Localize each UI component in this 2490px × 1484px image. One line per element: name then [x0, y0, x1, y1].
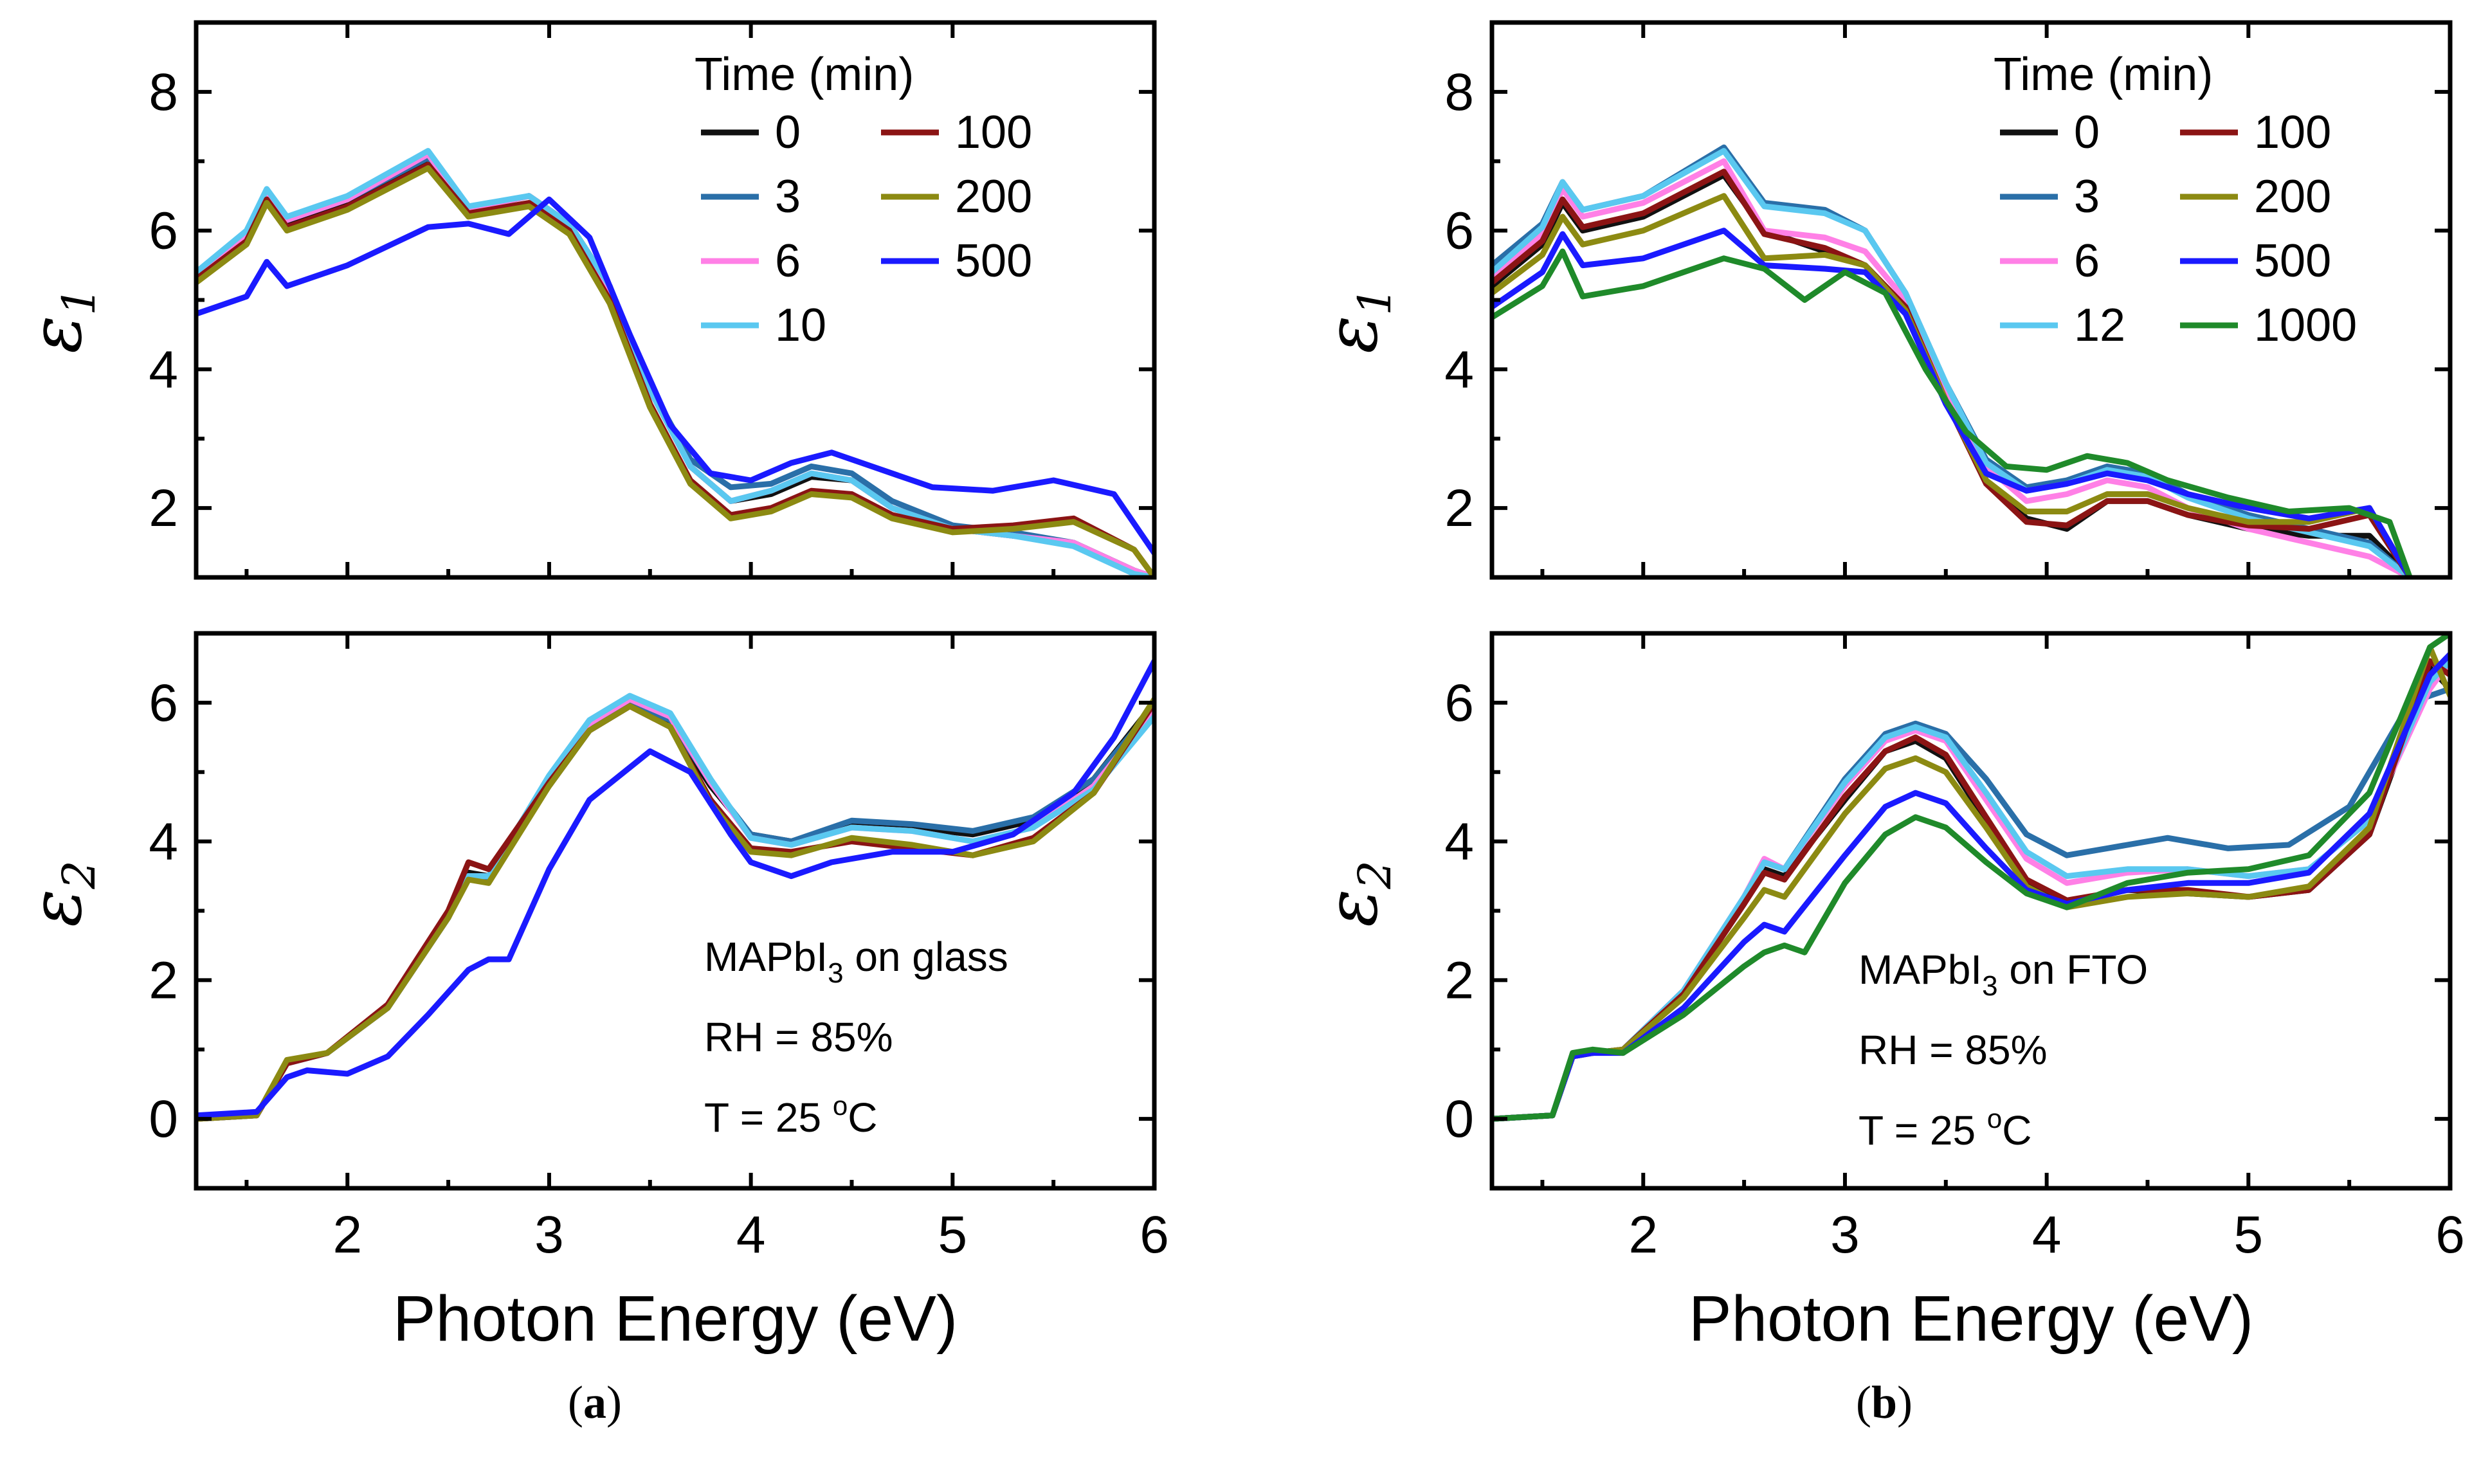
legend-b-eps1: Time (min) 0 3 6 12 100 200 500 1000 [1994, 49, 2357, 351]
y-tick-label-a-eps2-4: 4 [149, 813, 178, 871]
legend-label-b-eps1-200: 200 [2254, 171, 2331, 222]
x-tick-label-a-eps2-3: 3 [534, 1206, 564, 1264]
series-group-a-eps1 [196, 148, 1154, 577]
legend-label-a-eps1-3: 3 [775, 171, 801, 222]
series-line-b-eps1-1000 [1492, 248, 2413, 577]
series-line-a-eps1-0 [196, 158, 1154, 577]
annotation-temp-a-eps2: T = 25 oC [704, 1090, 877, 1141]
annotation-sample-a-eps2: MAPbI3 on glass [704, 934, 1008, 989]
y-tick-label-b-eps2-0: 0 [1444, 1090, 1474, 1148]
legend-label-b-eps1-1000: 1000 [2254, 300, 2357, 351]
panel-label-a: (a) [568, 1377, 622, 1428]
x-tick-label-a-eps2-2: 2 [332, 1206, 362, 1264]
legend-label-a-eps1-100: 100 [955, 107, 1032, 158]
x-tick-label-a-eps2-4: 4 [736, 1206, 766, 1264]
axis-frame-b-eps2 [1489, 631, 2453, 1191]
y-tick-label-b-eps2-4: 4 [1444, 813, 1474, 871]
annotation-a-eps2: MAPbI3 on glass RH = 85% T = 25 oC [704, 934, 1008, 1141]
xlabel-b: Photon Energy (eV) [1689, 1283, 2253, 1355]
legend-a-eps1: Time (min) 0 3 6 10 100 200 500 [695, 49, 1032, 351]
x-tick-label-b-eps2-2: 2 [1628, 1206, 1658, 1264]
legend-label-b-eps1-100: 100 [2254, 107, 2331, 158]
panel-label-b: (b) [1856, 1377, 1913, 1428]
series-line-a-eps2-500 [196, 658, 1154, 1119]
y-tick-label-a-eps2-6: 6 [149, 674, 178, 732]
legend-label-b-eps1-3: 3 [2074, 171, 2100, 222]
series-line-a-eps2-10 [196, 692, 1154, 1122]
legend-title-b-eps1: Time (min) [1994, 49, 2213, 100]
series-line-a-eps1-100 [196, 161, 1154, 577]
x-tick-label-b-eps2-3: 3 [1830, 1206, 1860, 1264]
y-tick-label-a-eps2-2: 2 [149, 951, 178, 1009]
y-tick-label-a-eps1-4: 4 [149, 340, 178, 399]
y-tick-label-b-eps2-2: 2 [1444, 951, 1474, 1009]
legend-title-a-eps1: Time (min) [695, 49, 914, 100]
legend-label-a-eps1-500: 500 [955, 235, 1032, 287]
annotation-sample-b-eps2: MAPbI3 on FTO [1858, 946, 2148, 1002]
legend-label-b-eps1-12: 12 [2074, 300, 2125, 351]
series-line-a-eps1-500 [196, 196, 1154, 556]
legend-label-b-eps1-500: 500 [2254, 235, 2331, 287]
xlabel-a: Photon Energy (eV) [393, 1283, 958, 1355]
y-tick-label-b-eps1-8: 8 [1444, 63, 1474, 122]
series-line-a-eps1-200 [196, 165, 1154, 577]
x-tick-label-b-eps2-5: 5 [2234, 1206, 2264, 1264]
annotation-rh-a-eps2: RH = 85% [704, 1014, 893, 1060]
axis-frame-a-eps1 [194, 20, 1157, 580]
y-tick-label-a-eps2-0: 0 [149, 1090, 178, 1148]
y-tick-label-b-eps2-6: 6 [1444, 674, 1474, 732]
chart-b-eps2: 2 3 4 5 6 0 2 4 6 MAPbI3 on FTO RH = 85% T = 25 oC [1444, 631, 2465, 1264]
chart-a-eps2: 2 3 4 5 6 0 2 4 6 MAPbI3 on glass RH = 85% T = 25 o… [149, 631, 1169, 1264]
legend-label-a-eps1-200: 200 [955, 171, 1032, 222]
legend-label-a-eps1-6: 6 [775, 235, 801, 287]
y-tick-label-b-eps1-4: 4 [1444, 340, 1474, 399]
y-tick-label-b-eps1-6: 6 [1444, 202, 1474, 260]
x-tick-label-b-eps2-4: 4 [2032, 1206, 2062, 1264]
annotation-rh-b-eps2: RH = 85% [1858, 1027, 2047, 1073]
series-group-b-eps1 [1492, 144, 2413, 577]
chart-a-eps1: 2 4 6 8 Time (min) 0 3 6 10 100 200 500 [149, 20, 1157, 580]
ylabel-b-eps2: ε2 [1311, 860, 1401, 927]
y-tick-label-a-eps1-2: 2 [149, 479, 178, 538]
ylabel-a-eps1: ε1 [15, 287, 105, 354]
y-tick-label-a-eps1-8: 8 [149, 63, 178, 122]
y-tick-label-a-eps1-6: 6 [149, 202, 178, 260]
legend-label-b-eps1-0: 0 [2074, 107, 2100, 158]
x-tick-label-a-eps2-5: 5 [938, 1206, 968, 1264]
ylabel-b-eps1: ε1 [1311, 287, 1401, 354]
y-tick-label-b-eps1-2: 2 [1444, 479, 1474, 538]
annotation-temp-b-eps2: T = 25 oC [1858, 1103, 2031, 1154]
x-tick-label-a-eps2-6: 6 [1140, 1206, 1169, 1264]
ylabel-a-eps2: ε2 [15, 860, 105, 927]
series-group-b-eps2 [1492, 633, 2450, 1122]
x-tick-label-b-eps2-6: 6 [2435, 1206, 2465, 1264]
series-group-a-eps2 [196, 658, 1154, 1122]
series-line-b-eps2-1000 [1492, 633, 2450, 1122]
annotation-b-eps2: MAPbI3 on FTO RH = 85% T = 25 oC [1858, 946, 2148, 1154]
chart-b-eps1: 2 4 6 8 Time (min) 0 3 6 12 100 200 500 1000 [1444, 20, 2453, 580]
series-line-b-eps1-12 [1492, 148, 2413, 577]
legend-label-a-eps1-0: 0 [775, 107, 801, 158]
legend-label-a-eps1-10: 10 [775, 300, 826, 351]
legend-label-b-eps1-6: 6 [2074, 235, 2100, 287]
